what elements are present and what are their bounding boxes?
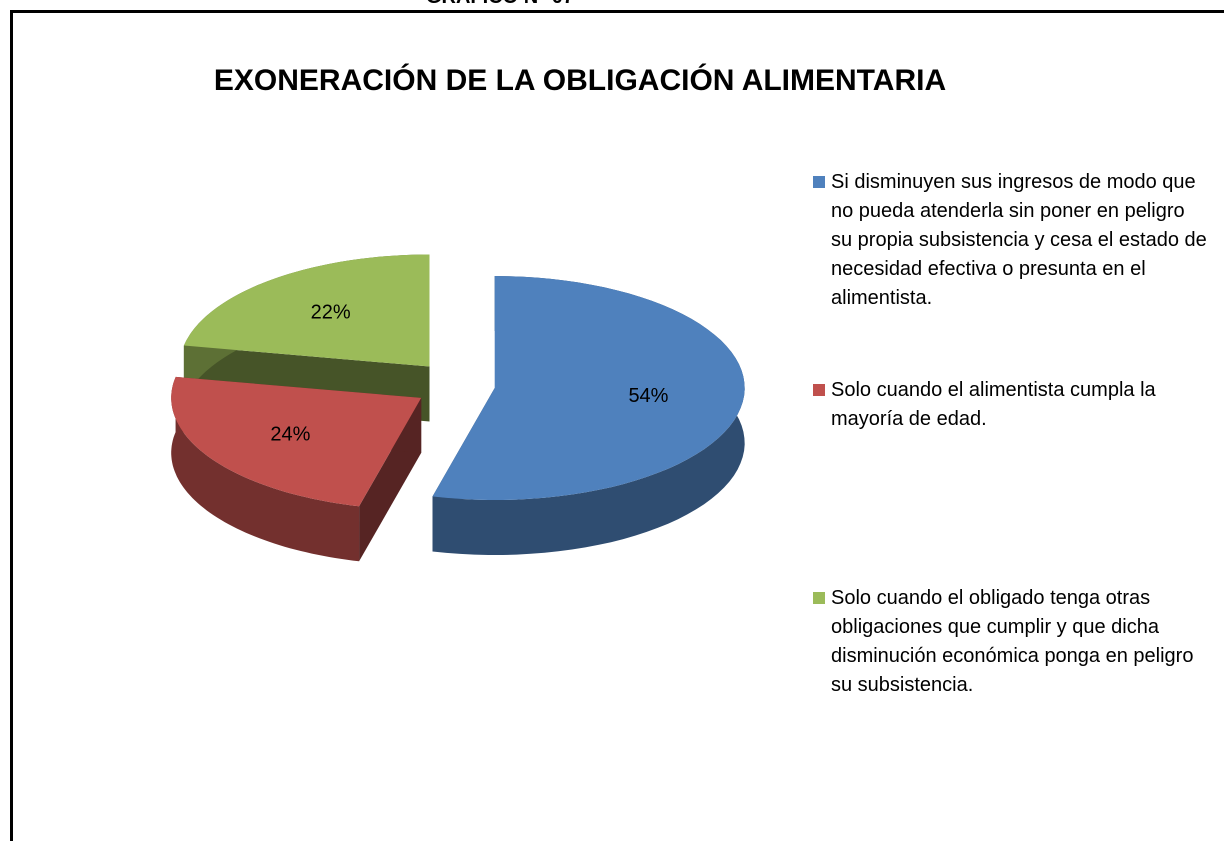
data-label: 54% — [628, 385, 668, 407]
chart-title: EXONERACIÓN DE LA OBLIGACIÓN ALIMENTARIA — [214, 63, 946, 97]
legend-swatch — [813, 176, 825, 188]
legend-label: Solo cuando el obligado tenga otras obli… — [831, 587, 1194, 696]
legend-label: Si disminuyen sus ingresos de modo que n… — [831, 171, 1207, 309]
legend-entry: Solo cuando el alimentista cumpla la may… — [813, 376, 1208, 434]
legend-label: Solo cuando el alimentista cumpla la may… — [831, 379, 1156, 430]
data-label: 24% — [270, 423, 310, 445]
header: GRÁFICO N° 07 — [0, 0, 1000, 9]
legend-swatch — [813, 592, 825, 604]
legend-entry: Si disminuyen sus ingresos de modo que n… — [813, 168, 1208, 313]
data-label: 22% — [311, 301, 351, 323]
slice — [183, 254, 430, 367]
chart-frame — [10, 10, 1224, 841]
slice — [432, 276, 745, 500]
slice — [171, 376, 422, 507]
legend-entry: Solo cuando el obligado tenga otras obli… — [813, 584, 1208, 700]
legend-swatch — [813, 384, 825, 396]
slice-side — [171, 376, 360, 562]
